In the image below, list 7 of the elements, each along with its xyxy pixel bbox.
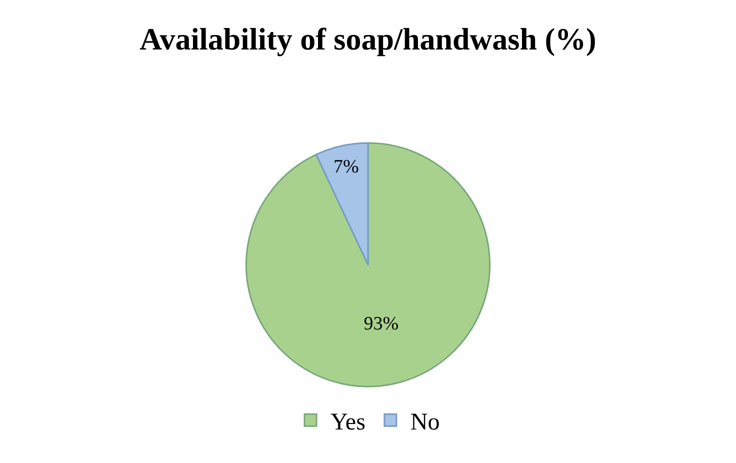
legend-label: No	[410, 409, 440, 436]
legend-label: Yes	[330, 409, 366, 436]
pie-slice	[246, 142, 491, 388]
pie-slice	[315, 142, 369, 266]
chart-title: Availability of soap/handwash (%)	[140, 21, 596, 56]
data-label: 7%	[333, 156, 359, 178]
data-label: 93%	[364, 314, 399, 335]
